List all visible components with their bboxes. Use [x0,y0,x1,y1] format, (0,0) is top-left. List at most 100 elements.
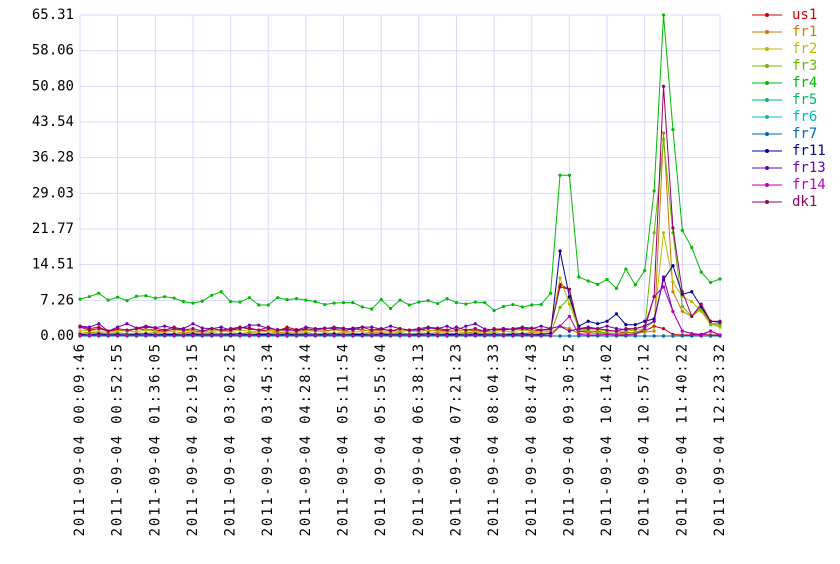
data-point [614,327,619,331]
data-point [483,329,487,333]
data-point [633,327,637,331]
data-point [210,327,214,331]
data-point [370,325,374,329]
data-point [567,302,571,306]
legend-item: fr7 [752,126,817,142]
data-point [652,231,656,235]
data-point [341,326,346,330]
data-point [520,305,524,309]
data-point [690,245,694,250]
data-point [596,330,600,334]
data-point [708,323,713,327]
data-point [680,290,684,294]
y-tick-label: 14.51 [32,257,74,273]
legend-marker [765,166,769,170]
data-point [360,329,364,333]
legend-label: dk1 [792,194,817,210]
data-point [699,270,703,274]
data-point [558,305,562,310]
data-point [238,300,242,304]
data-point [445,297,449,301]
data-point [633,332,637,337]
x-tick-label: 2011-09-04 08:04:33 [486,342,502,536]
data-point [586,279,590,283]
x-tick-label: 2011-09-04 12:23:32 [712,342,728,536]
data-point [144,328,148,332]
x-tick-label: 2011-09-04 00:52:55 [110,342,126,536]
data-point [313,333,317,338]
data-point [304,327,308,331]
data-point [445,328,449,332]
data-point [379,329,383,334]
data-point [323,329,327,334]
data-point [228,299,233,304]
data-point [614,286,619,290]
legend-item: fr2 [752,41,817,57]
data-point [661,13,666,17]
x-tick-label: 2011-09-04 00:09:46 [72,342,88,536]
data-point [520,333,524,338]
data-point [661,327,666,331]
data-point [558,324,562,328]
data-point [323,302,327,307]
legend-item: fr14 [752,177,826,193]
data-point [577,327,581,331]
data-point [407,328,412,332]
data-point [436,333,440,338]
data-point [690,331,694,336]
data-point [558,276,562,280]
data-point [379,298,383,302]
data-point [690,290,694,294]
data-point [464,302,468,306]
y-tick-label: 65.31 [32,7,74,23]
data-point [492,333,496,338]
data-point [228,327,233,331]
data-point [558,173,562,177]
x-tick-label: 2011-09-04 05:55:04 [373,342,389,536]
data-point [539,302,543,307]
data-point [436,326,440,330]
data-point [78,297,82,301]
data-point [624,323,628,327]
data-point [671,226,675,230]
data-point [332,301,336,305]
data-point [398,298,402,302]
data-point [257,333,261,338]
data-point [134,294,139,298]
data-point [708,334,713,338]
y-tick-label: 21.77 [32,221,74,237]
data-point [153,329,157,333]
data-point [116,333,120,338]
data-point [294,297,299,301]
data-point [633,330,637,334]
legend-item: fr6 [752,109,817,125]
data-point [671,127,675,132]
data-point [360,333,364,338]
data-point [323,333,327,338]
data-point [144,325,148,329]
data-point [191,301,195,305]
data-point [680,334,684,338]
legend-item: fr1 [752,24,817,40]
data-point [200,299,204,303]
x-tick-label: 2011-09-04 07:21:23 [448,342,464,536]
data-point [294,333,299,338]
data-point [172,325,176,329]
data-point [633,283,637,287]
data-point [153,326,157,330]
data-point [87,295,92,299]
data-point [661,84,666,88]
legend-marker [765,115,769,119]
data-point [181,299,186,304]
legend-label: fr4 [792,75,817,91]
legend-item: fr4 [752,75,817,91]
data-point [379,333,383,338]
data-point [313,328,317,332]
data-point [125,322,129,326]
data-point [586,319,590,323]
data-point [577,332,581,337]
data-point [596,327,600,331]
data-point [464,328,468,332]
legend-item: us1 [752,7,817,23]
